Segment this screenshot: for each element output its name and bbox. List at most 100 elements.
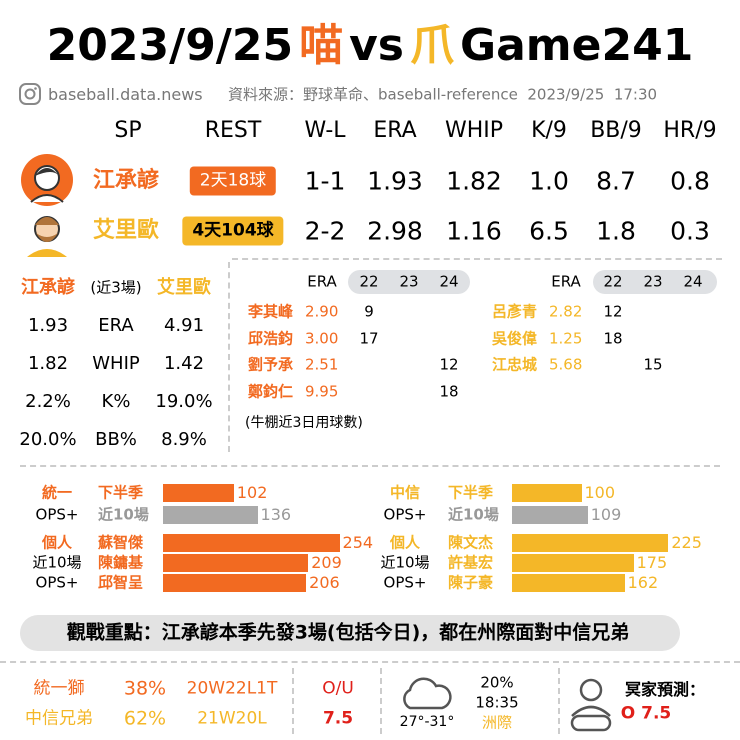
divider [228, 262, 230, 452]
metric-label: OPS+ [383, 505, 427, 524]
period-label: 近10場 [98, 505, 149, 524]
team-record: 20W22L1T [186, 678, 278, 699]
pitch-count: 12 [603, 302, 623, 321]
player-name: 邱智呈 [98, 573, 144, 592]
bullpen-header: 24 [439, 272, 459, 291]
reliever-era: 5.68 [549, 355, 583, 374]
divider [232, 258, 722, 260]
pitcher-name: 江承諺 [21, 277, 75, 298]
title-vs: vs [349, 20, 404, 71]
source: 資料來源：野球革命、baseball-reference 2023/9/25 1… [228, 85, 658, 104]
column-header: BB/9 [590, 118, 642, 143]
stat-value: 2.98 [367, 216, 423, 246]
stat-value: 1.82 [446, 166, 502, 196]
ops-value: 225 [671, 533, 702, 552]
individual-label: OPS+ [35, 573, 79, 592]
ops-bar [163, 554, 309, 572]
pitcher-name: 艾里歐 [92, 218, 160, 243]
ops-value: 254 [342, 533, 374, 552]
pitcher-name: 江承諺 [92, 168, 160, 193]
title-game: Game241 [459, 20, 694, 71]
stat-value: 1.82 [27, 353, 69, 374]
individual-label: 近10場 [32, 553, 82, 572]
cloud-icon [403, 677, 452, 710]
day-pill [593, 270, 717, 294]
divider [558, 668, 560, 734]
reliever-name: 劉予承 [248, 355, 294, 374]
reliever-name: 邱浩鈞 [248, 329, 294, 347]
ops-bar [512, 506, 588, 524]
reliever-era: 2.51 [305, 355, 339, 374]
bullpen-header: 22 [603, 272, 623, 291]
rain-chance: 20% [480, 673, 514, 692]
stat-value: 0.3 [670, 216, 710, 246]
instagram-icon [19, 83, 41, 105]
column-header: ERA [373, 118, 417, 143]
bullpen-header: 23 [399, 272, 419, 291]
divider [292, 668, 294, 734]
ops-bar [163, 506, 258, 524]
column-header: K/9 [531, 118, 567, 143]
ops-bar [163, 574, 307, 592]
metric-label: OPS+ [35, 505, 79, 524]
stat-value: 8.7 [596, 166, 636, 196]
column-header: W-L [304, 118, 346, 143]
team-label: 統一 [41, 483, 73, 502]
stat-value: 20.0% [19, 429, 77, 450]
stat-value: 2.2% [25, 391, 71, 412]
ops-value: 175 [636, 553, 668, 572]
game-time: 18:35 [475, 693, 519, 712]
reliever-era: 1.25 [549, 329, 583, 347]
stat-value: 1.42 [163, 353, 205, 374]
team-b: 爪 [409, 20, 454, 71]
venue: 洲際 [481, 713, 513, 732]
divider [20, 465, 720, 467]
pitch-count: 17 [359, 329, 379, 347]
stat-name: K% [101, 391, 131, 412]
column-header: SP [114, 118, 142, 143]
stat-value: 8.9% [161, 429, 207, 450]
reliever-name: 吳俊偉 [492, 329, 538, 347]
divider [380, 668, 382, 734]
stat-value: 0.8 [670, 166, 710, 196]
team-label: 中信 [389, 483, 421, 502]
stat-value: 1-1 [304, 166, 346, 196]
reliever-name: 呂彥青 [492, 302, 538, 321]
ops-value: 102 [236, 483, 268, 502]
player-name: 陳文杰 [448, 533, 494, 552]
stat-value: 1.93 [367, 166, 423, 196]
reliever-name: 江忠城 [492, 355, 538, 374]
pitch-count: 9 [364, 302, 374, 321]
bullpen-header: ERA [551, 272, 581, 291]
individual-label: 近10場 [380, 553, 430, 572]
reliever-era: 2.82 [549, 302, 583, 321]
pitch-count: 18 [439, 382, 459, 400]
rest-badge: 4天104球 [182, 216, 284, 246]
column-header: REST [204, 118, 262, 143]
ou-value: 7.5 [322, 708, 354, 729]
stat-value: 1.93 [27, 315, 69, 336]
predictor-icon [570, 678, 612, 732]
stat-value: 1.16 [446, 216, 502, 246]
reliever-name: 李其峰 [248, 302, 294, 321]
team-name: 中信兄弟 [25, 708, 93, 729]
temperature: 27°-31° [399, 714, 455, 730]
individual-label: 個人 [389, 533, 421, 552]
win-pct: 38% [123, 677, 167, 700]
title-date: 2023/9/25 [46, 20, 294, 71]
ops-bar [512, 574, 625, 592]
ops-value: 109 [590, 505, 622, 524]
title: 2023/9/25 喵 vs 爪 Game241 [47, 24, 694, 68]
account: baseball.data.news [48, 85, 203, 104]
column-header: WHIP [444, 118, 504, 143]
stat-value: 4.91 [163, 315, 205, 336]
reliever-name: 鄭鈞仁 [248, 382, 294, 400]
player-name: 蘇智傑 [98, 533, 144, 552]
ops-value: 100 [584, 483, 616, 502]
bullpen-note: (牛棚近3日用球數) [245, 415, 363, 431]
focus-banner [20, 615, 680, 651]
stat-value: 1.8 [596, 216, 636, 246]
stat-value: 6.5 [529, 216, 569, 246]
ops-bar [163, 484, 234, 502]
day-pill [348, 270, 470, 294]
